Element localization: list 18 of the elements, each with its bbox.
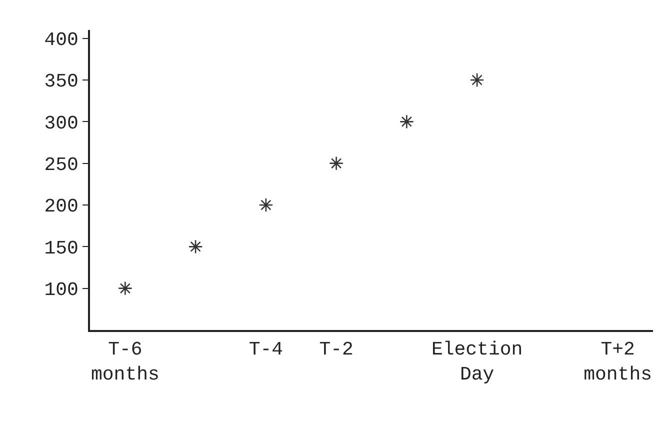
- point: [118, 281, 132, 296]
- x-tick-label: T-4: [248, 338, 284, 361]
- point: [399, 114, 414, 129]
- x-tick-label: T-6 months: [90, 338, 160, 386]
- y-tick-label: 400: [44, 28, 78, 51]
- y-tick-label: 250: [44, 154, 78, 176]
- y-tick-label: 150: [44, 237, 78, 260]
- y-tick-label: 200: [44, 196, 78, 218]
- x-tick-label: T+2 months: [584, 338, 652, 386]
- y-tick-label: 300: [44, 112, 78, 134]
- point: [470, 72, 484, 88]
- y-tick-label: 350: [44, 70, 78, 93]
- x-tick-label: Election Day: [431, 338, 523, 386]
- point: [329, 156, 344, 171]
- y-tick-label: 100: [44, 278, 78, 301]
- point: [188, 239, 203, 254]
- x-tick-label: T-2: [319, 338, 354, 361]
- point: [258, 198, 274, 212]
